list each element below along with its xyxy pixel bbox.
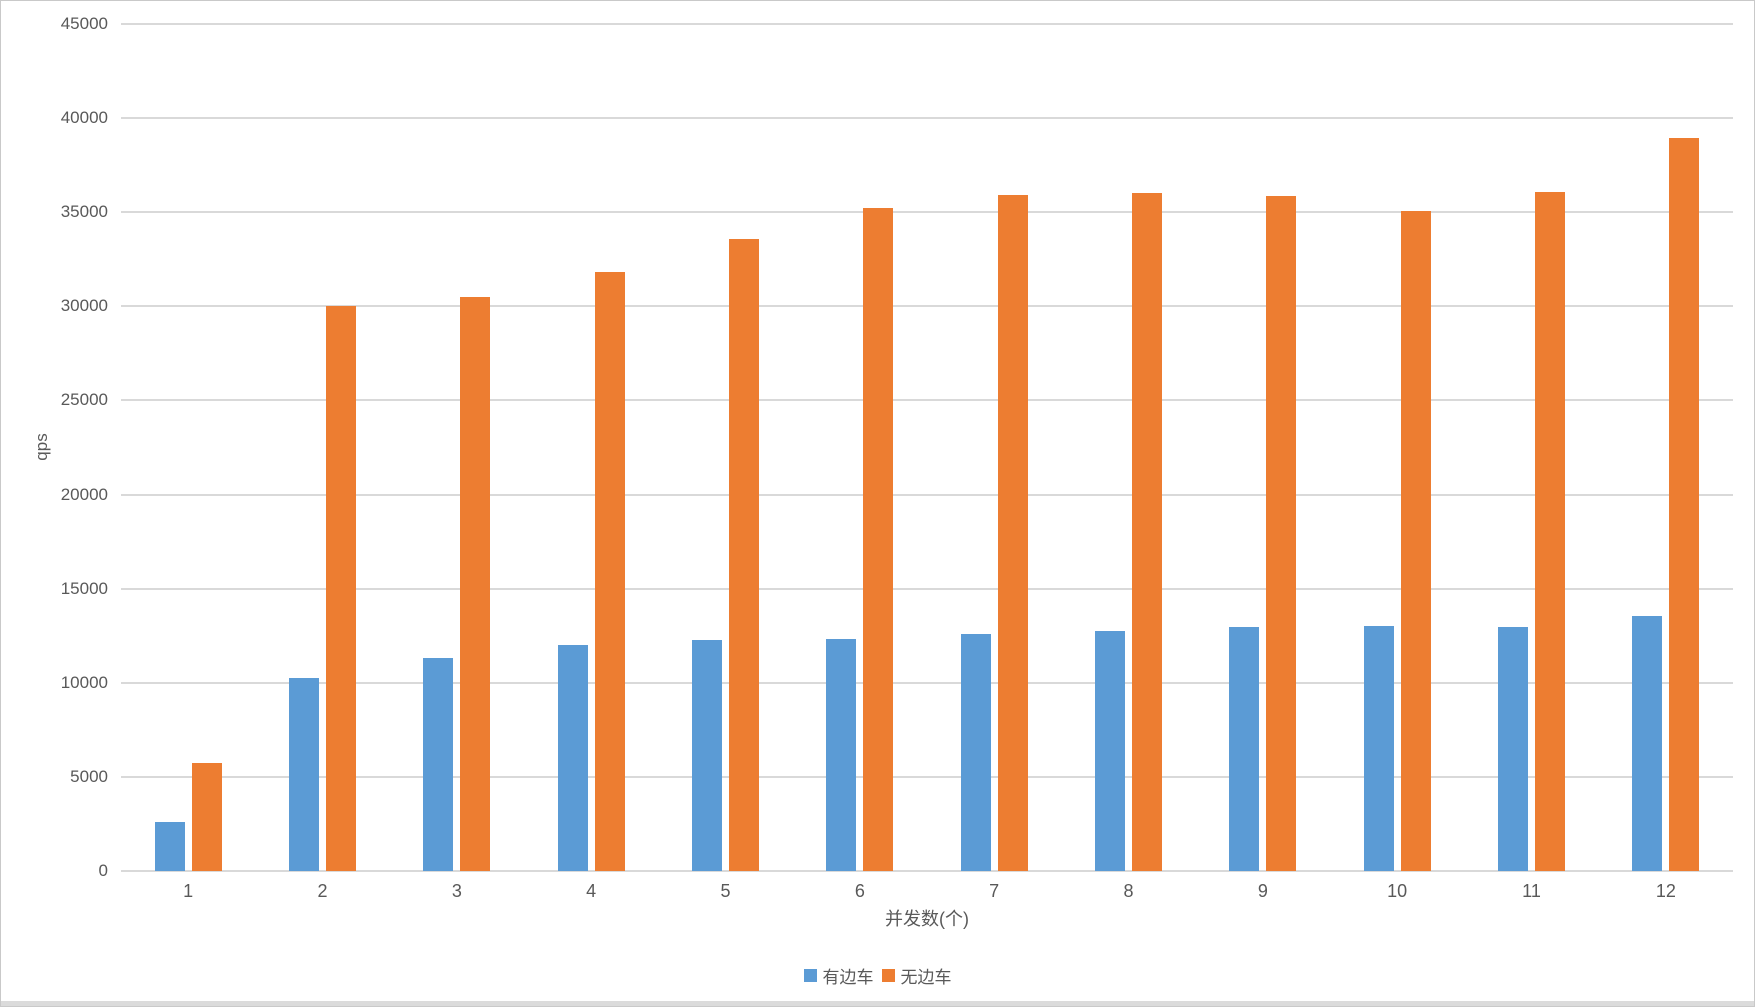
bar-有边车-6: [826, 639, 857, 871]
x-tick-label: 10: [1387, 881, 1408, 901]
bar-无边车-1: [191, 762, 222, 871]
x-tick-label: 8: [1123, 881, 1134, 901]
x-tick-label: 12: [1655, 881, 1676, 901]
y-tick-label: 45000: [60, 14, 108, 33]
gridline: [121, 117, 1733, 120]
bar-有边车-2: [289, 678, 319, 871]
x-tick-label: 7: [989, 881, 1000, 901]
bar-无边车-10: [1400, 211, 1431, 871]
bar-有边车-9: [1229, 627, 1260, 871]
gridline: [121, 23, 1733, 25]
bar-有边车-5: [692, 640, 722, 871]
y-tick-label: 20000: [60, 484, 108, 504]
legend-item: 无边车: [881, 963, 952, 988]
gridline: [121, 305, 1733, 308]
x-tick-label: 6: [854, 881, 865, 901]
legend-swatch-icon: [803, 969, 817, 982]
y-tick-label: 40000: [60, 108, 108, 128]
x-tick-label: 1: [183, 881, 194, 901]
x-tick-label: 5: [720, 881, 731, 901]
bar-无边车-3: [460, 296, 491, 871]
bar-无边车-2: [326, 306, 356, 871]
x-axis-title: 并发数(个): [885, 909, 969, 929]
bar-有边车-11: [1498, 627, 1528, 871]
bar-无边车-9: [1266, 196, 1297, 871]
y-axis-title: qps: [32, 433, 51, 461]
bar-无边车-5: [729, 238, 759, 871]
bar-无边车-12: [1669, 137, 1700, 871]
bar-有边车-12: [1632, 615, 1663, 871]
bar-无边车-7: [997, 195, 1028, 871]
legend-label: 无边车: [900, 968, 952, 987]
bar-无边车-4: [594, 272, 625, 871]
bar-无边车-6: [863, 208, 894, 871]
y-tick-label: 30000: [60, 296, 108, 316]
legend-swatch-icon: [881, 969, 895, 982]
bar-有边车-1: [154, 822, 185, 871]
bar-有边车-4: [557, 645, 588, 871]
bar-有边车-3: [423, 658, 454, 871]
y-tick-label: 35000: [60, 202, 108, 222]
y-tick-label: 15000: [60, 578, 108, 598]
gridline: [121, 870, 1733, 872]
x-tick-label: 4: [586, 881, 597, 901]
bar-有边车-8: [1095, 631, 1125, 871]
x-tick-label: 9: [1257, 881, 1268, 901]
gridline: [121, 681, 1733, 684]
legend-item: 有边车: [803, 963, 874, 988]
legend: 有边车 无边车: [1, 963, 1754, 988]
gridline: [121, 587, 1733, 590]
legend-label: 有边车: [822, 968, 874, 987]
y-tick-label: 10000: [60, 672, 108, 692]
x-tick-label: 2: [317, 881, 328, 901]
y-tick-label: 0: [98, 861, 108, 880]
x-tick-label: 11: [1522, 881, 1541, 901]
bar-无边车-8: [1132, 193, 1162, 871]
bar-有边车-7: [960, 633, 991, 871]
bar-无边车-11: [1535, 191, 1565, 871]
y-tick-label: 25000: [60, 390, 108, 410]
x-tick-label: 3: [451, 881, 462, 901]
gridline: [121, 775, 1733, 778]
gridline: [121, 493, 1733, 496]
gridline: [121, 399, 1733, 402]
y-tick-label: 5000: [70, 766, 108, 786]
window-bottom-strip: [1, 1001, 1754, 1006]
gridline: [121, 211, 1733, 214]
bar-有边车-10: [1363, 626, 1394, 871]
